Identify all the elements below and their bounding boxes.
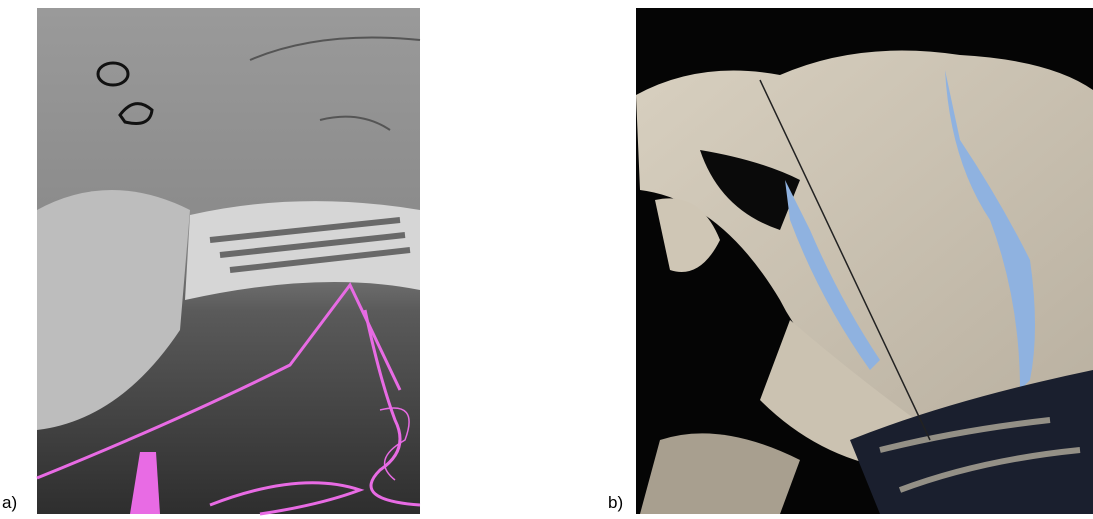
panel-label: b) <box>608 493 623 512</box>
figure: a) b) <box>0 0 1093 519</box>
panel-b-image <box>636 8 1093 514</box>
panel-a-image <box>37 8 420 514</box>
panel-label: a) <box>2 493 17 512</box>
page: a) b) (() => { const data = JSON.parse(d… <box>0 0 1093 519</box>
